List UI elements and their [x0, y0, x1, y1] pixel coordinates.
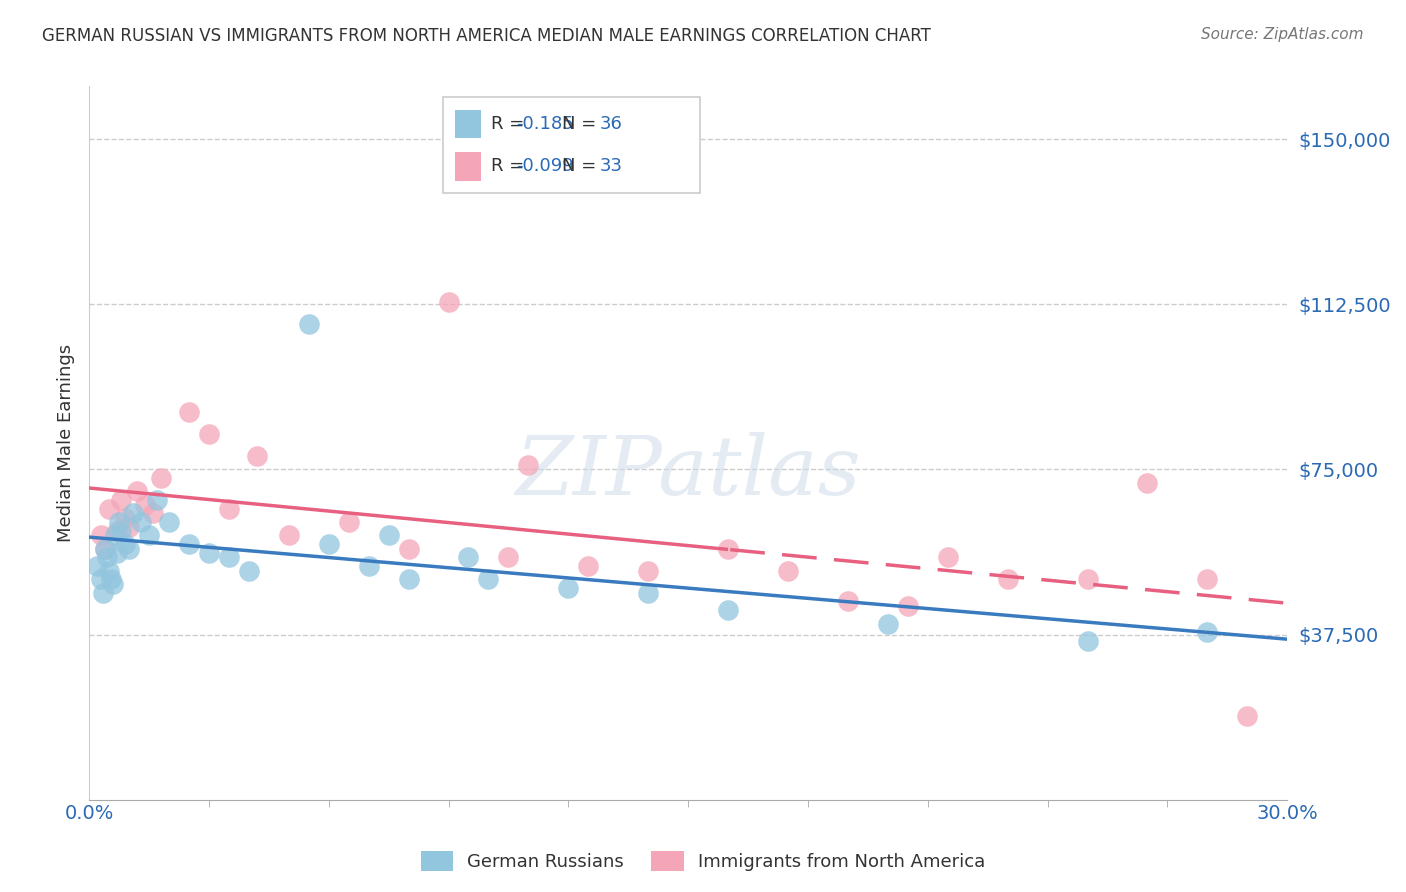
- Point: [104, 528, 127, 542]
- Point: [1197, 573, 1219, 587]
- Point: [138, 528, 160, 542]
- Point: [96, 550, 118, 565]
- Point: [318, 537, 340, 551]
- Point: [1197, 625, 1219, 640]
- Text: 36: 36: [600, 115, 623, 133]
- Point: [637, 564, 659, 578]
- Point: [437, 295, 460, 310]
- Point: [94, 541, 117, 556]
- Text: Source: ZipAtlas.com: Source: ZipAtlas.com: [1201, 27, 1364, 42]
- Point: [198, 427, 221, 442]
- Point: [717, 541, 740, 556]
- Point: [1236, 709, 1258, 723]
- Point: [91, 585, 114, 599]
- Point: [218, 502, 240, 516]
- Point: [114, 537, 136, 551]
- Point: [110, 524, 132, 538]
- Point: [398, 573, 420, 587]
- Point: [149, 471, 172, 485]
- Point: [114, 511, 136, 525]
- Point: [98, 502, 121, 516]
- Point: [477, 573, 499, 587]
- Point: [1077, 573, 1099, 587]
- Point: [637, 585, 659, 599]
- Point: [122, 507, 145, 521]
- Point: [118, 541, 141, 556]
- Point: [105, 524, 128, 538]
- Point: [146, 493, 169, 508]
- Point: [557, 582, 579, 596]
- Point: [101, 577, 124, 591]
- Point: [1077, 634, 1099, 648]
- Point: [134, 498, 156, 512]
- Point: [498, 550, 520, 565]
- Point: [717, 603, 740, 617]
- Text: R =: R =: [492, 115, 530, 133]
- Text: -0.099: -0.099: [516, 157, 574, 176]
- Point: [517, 458, 540, 472]
- Text: 33: 33: [600, 157, 623, 176]
- Point: [398, 541, 420, 556]
- Point: [100, 573, 122, 587]
- Point: [105, 546, 128, 560]
- Point: [177, 405, 200, 419]
- Point: [125, 484, 148, 499]
- Text: N =: N =: [562, 115, 602, 133]
- Point: [897, 599, 920, 613]
- Point: [1136, 475, 1159, 490]
- Text: R =: R =: [492, 157, 530, 176]
- Point: [94, 541, 117, 556]
- Point: [129, 515, 152, 529]
- Point: [218, 550, 240, 565]
- Text: GERMAN RUSSIAN VS IMMIGRANTS FROM NORTH AMERICA MEDIAN MALE EARNINGS CORRELATION: GERMAN RUSSIAN VS IMMIGRANTS FROM NORTH …: [42, 27, 931, 45]
- Point: [86, 559, 108, 574]
- Point: [997, 573, 1019, 587]
- Text: N =: N =: [562, 157, 602, 176]
- Point: [876, 616, 898, 631]
- Text: ZIPatlas: ZIPatlas: [516, 432, 860, 511]
- Point: [110, 493, 132, 508]
- Point: [837, 594, 859, 608]
- Point: [246, 449, 269, 463]
- Text: -0.185: -0.185: [516, 115, 574, 133]
- Point: [142, 507, 165, 521]
- Point: [90, 528, 112, 542]
- Point: [298, 317, 321, 331]
- Point: [936, 550, 959, 565]
- Point: [198, 546, 221, 560]
- Point: [457, 550, 479, 565]
- Point: [377, 528, 399, 542]
- Point: [337, 515, 360, 529]
- Y-axis label: Median Male Earnings: Median Male Earnings: [58, 344, 75, 542]
- Point: [108, 515, 131, 529]
- Point: [157, 515, 180, 529]
- Point: [98, 564, 121, 578]
- Point: [118, 519, 141, 533]
- Legend: German Russians, Immigrants from North America: German Russians, Immigrants from North A…: [413, 844, 993, 879]
- Point: [357, 559, 380, 574]
- Point: [177, 537, 200, 551]
- Point: [776, 564, 799, 578]
- Point: [90, 573, 112, 587]
- Point: [277, 528, 299, 542]
- Point: [576, 559, 599, 574]
- Point: [238, 564, 260, 578]
